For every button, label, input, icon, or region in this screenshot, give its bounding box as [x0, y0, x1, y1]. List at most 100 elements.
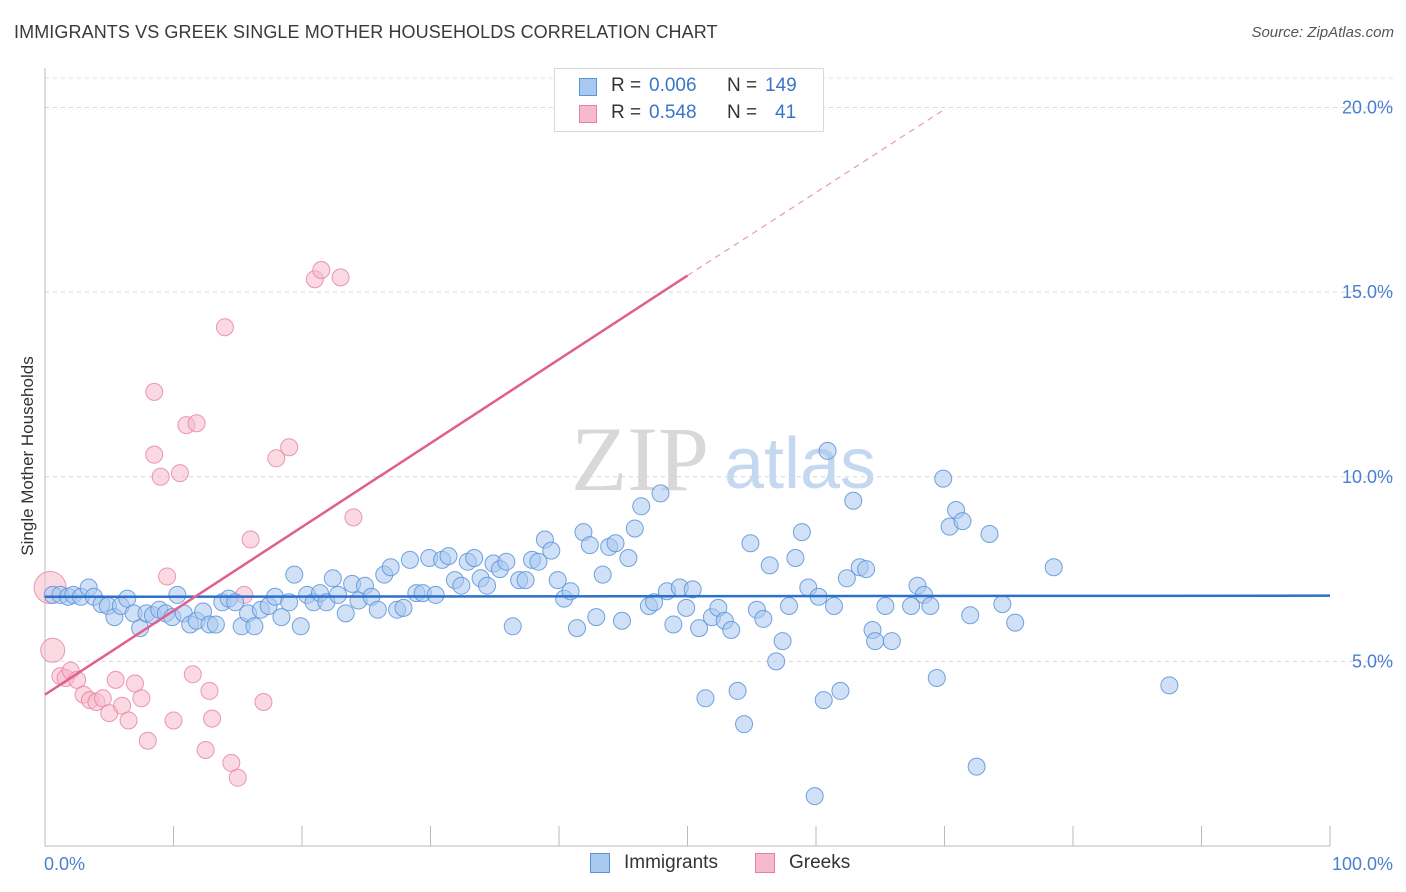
greeks-point	[203, 709, 222, 728]
immigrants-point	[805, 787, 824, 806]
immigrants-point	[168, 585, 187, 604]
immigrants-point	[1160, 676, 1179, 695]
immigrants-point	[619, 549, 638, 567]
immigrants-point	[567, 619, 586, 638]
series-label-immigrants: Immigrants	[624, 852, 718, 873]
greeks-point	[331, 268, 350, 287]
immigrants-point	[587, 608, 606, 627]
y-tick-label: 15.0%	[1342, 282, 1393, 302]
trend-lines	[44, 108, 1331, 696]
immigrants-point	[291, 617, 310, 636]
immigrants-point	[831, 681, 850, 700]
greeks-trend-extension	[687, 108, 945, 277]
greeks-trend-line	[44, 274, 689, 696]
immigrants-point	[394, 598, 413, 617]
greeks-point	[228, 768, 247, 787]
greeks-point	[170, 464, 189, 483]
immigrants-point	[439, 547, 458, 566]
greeks-point	[187, 414, 206, 433]
legend-r-value-greeks: 0.548	[649, 102, 697, 123]
greeks-point	[241, 530, 260, 549]
immigrants-point	[993, 595, 1012, 614]
greeks-point	[40, 637, 66, 663]
y-tick-label: 10.0%	[1342, 467, 1393, 487]
immigrants-point	[632, 497, 651, 516]
legend-n-label: N =	[727, 75, 758, 96]
immigrants-point	[967, 757, 986, 776]
immigrants-point	[245, 617, 264, 636]
immigrants-point	[741, 534, 760, 553]
watermark-atlas: atlas	[724, 424, 876, 504]
immigrants-point	[696, 689, 715, 708]
greeks-point	[312, 261, 331, 279]
immigrants-point	[882, 632, 901, 651]
immigrants-point	[542, 541, 561, 560]
immigrants-point	[786, 549, 805, 567]
immigrants-point	[844, 491, 863, 510]
legend-r-label: R =	[611, 102, 642, 123]
immigrants-point	[280, 593, 299, 612]
legend-n-value-immigrants: 149	[765, 75, 797, 96]
greeks-point	[164, 711, 183, 730]
greeks-point	[138, 731, 157, 750]
immigrants-point	[1044, 558, 1063, 577]
immigrants-point	[876, 597, 895, 615]
greeks-point	[145, 382, 164, 401]
immigrants-point	[690, 619, 709, 638]
watermark: ZIP atlas	[571, 408, 876, 510]
grid-lines	[45, 77, 1393, 662]
immigrants-point	[328, 585, 347, 604]
immigrants-point	[773, 632, 792, 651]
legend-n-label: N =	[727, 102, 758, 123]
immigrants-point	[206, 615, 225, 634]
greeks-point	[200, 681, 219, 700]
immigrants-point	[735, 715, 754, 734]
immigrants-point	[677, 598, 696, 617]
immigrants-point	[651, 484, 670, 503]
immigrants-point	[980, 525, 999, 543]
immigrants-point	[902, 597, 921, 615]
chart-title: IMMIGRANTS VS GREEK SINGLE MOTHER HOUSEH…	[14, 22, 718, 42]
immigrants-point	[478, 576, 497, 595]
series-label-greeks: Greeks	[789, 852, 851, 873]
tick-labels: 5.0% 10.0% 15.0% 20.0% 0.0% 100.0%	[44, 98, 1393, 874]
x-tick-label-start: 0.0%	[44, 854, 85, 874]
immigrants-point	[645, 593, 664, 612]
immigrants-point	[934, 469, 953, 488]
immigrants-point	[368, 600, 387, 619]
greeks-point	[215, 318, 234, 337]
immigrants-point	[824, 597, 843, 615]
immigrants-point	[760, 556, 779, 575]
immigrants-point	[866, 632, 885, 651]
greeks-point	[183, 665, 202, 684]
immigrants-point	[452, 576, 471, 595]
immigrants-point	[606, 534, 625, 553]
watermark-zip: ZIP	[571, 408, 709, 510]
immigrants-point	[465, 549, 484, 567]
immigrants-point	[548, 571, 567, 590]
immigrants-point	[722, 621, 741, 639]
immigrants-point	[814, 691, 833, 710]
immigrants-point	[497, 552, 516, 571]
immigrants-point	[728, 681, 747, 700]
immigrants-point	[818, 441, 837, 460]
series-swatch-immigrants	[590, 853, 610, 873]
greeks-point	[106, 670, 125, 689]
greeks-point	[344, 508, 363, 527]
immigrants-point	[1006, 613, 1025, 632]
immigrants-point	[625, 519, 644, 538]
immigrants-point	[683, 580, 702, 599]
greeks-point	[145, 445, 164, 464]
source-credit: Source: ZipAtlas.com	[1251, 24, 1394, 41]
immigrants-point	[792, 523, 811, 542]
immigrants-point	[503, 617, 522, 636]
immigrants-point	[953, 512, 972, 531]
immigrants-point	[381, 558, 400, 577]
immigrants-point	[767, 652, 786, 671]
immigrants-point	[837, 569, 856, 588]
immigrants-point	[426, 585, 445, 604]
immigrants-point	[529, 552, 548, 571]
immigrants-point	[593, 565, 612, 584]
immigrants-point	[612, 611, 631, 630]
